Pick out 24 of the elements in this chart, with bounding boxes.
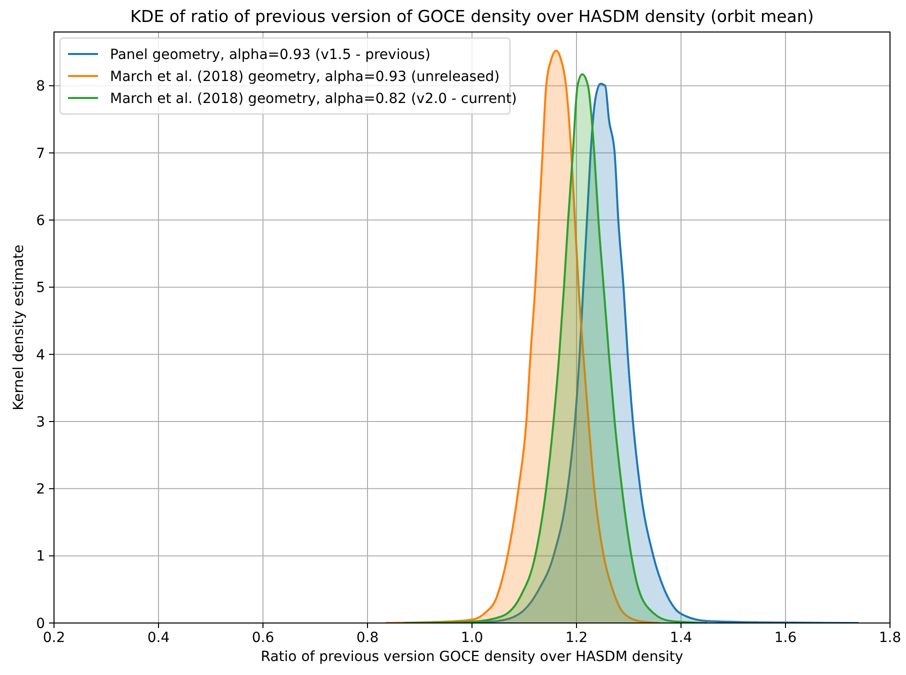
legend-label: March et al. (2018) geometry, alpha=0.93 (unreleased) <box>110 68 500 85</box>
y-tick-label: 0 <box>36 616 45 632</box>
x-tick-label: 0.8 <box>356 630 379 646</box>
y-tick-label: 5 <box>36 280 45 296</box>
y-tick-label: 7 <box>36 146 45 162</box>
x-tick-label: 0.4 <box>147 630 170 646</box>
x-tick-label: 1.2 <box>565 630 588 646</box>
y-axis-title: Kernel density estimate <box>11 244 27 410</box>
x-tick-label: 1.6 <box>774 630 797 646</box>
legend-label: Panel geometry, alpha=0.93 (v1.5 - previous) <box>110 46 430 63</box>
chart-title: KDE of ratio of previous version of GOCE density over HASDM density (orbit mean) <box>130 7 814 26</box>
x-tick-label: 1.4 <box>670 630 692 646</box>
y-tick-label: 4 <box>36 347 46 364</box>
y-tick-label: 2 <box>36 482 45 498</box>
x-axis-title: Ratio of previous version GOCE density over HASDM density <box>260 649 684 665</box>
y-tick-label: 3 <box>36 414 45 430</box>
y-tick-label: 1 <box>36 548 45 565</box>
y-tick-label: 6 <box>36 212 46 229</box>
x-tick-label: 1.0 <box>460 630 484 646</box>
x-tick-label: 0.6 <box>252 630 274 646</box>
legend-label: March et al. (2018) geometry, alpha=0.82 (v2.0 - current) <box>110 90 517 107</box>
x-tick-label: 0.2 <box>42 630 66 646</box>
y-tick-label: 8 <box>36 78 45 95</box>
x-tick-label: 1.8 <box>878 630 902 646</box>
